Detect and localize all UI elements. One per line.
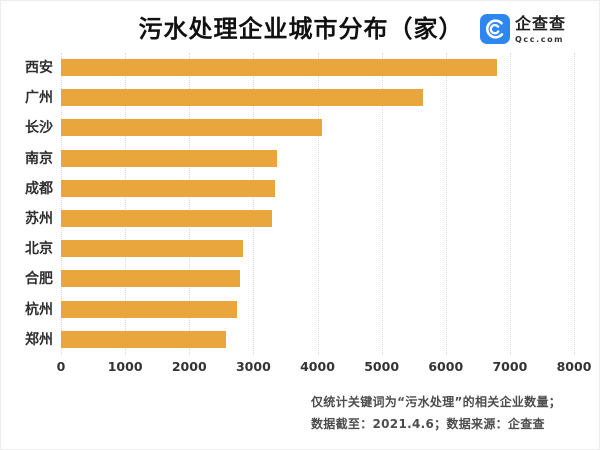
bar-row-郑州 — [61, 325, 574, 355]
bar-row-杭州 — [61, 295, 574, 325]
gridline-8000 — [574, 53, 575, 355]
bar-郑州 — [61, 330, 227, 348]
x-tick-label-8000: 8000 — [556, 359, 592, 374]
bar-合肥 — [61, 270, 240, 288]
y-axis-label-成都: 成都 — [25, 180, 53, 197]
qcc-logo: 企查查 Qcc.com — [480, 14, 566, 44]
x-tick-label-3000: 3000 — [235, 359, 271, 374]
bar-row-成都 — [61, 174, 574, 204]
bar-广州 — [61, 89, 424, 107]
y-axis-label-苏州: 苏州 — [25, 211, 53, 227]
bar-长沙 — [61, 119, 322, 137]
footer-note-line1: 仅统计关键词为“污水处理”的相关企业数量； — [311, 395, 562, 409]
footer-note: 仅统计关键词为“污水处理”的相关企业数量； 数据截至：2021.4.6；数据来源… — [311, 391, 561, 435]
x-tick-label-7000: 7000 — [492, 359, 528, 374]
bar-北京 — [61, 240, 244, 258]
bar-苏州 — [61, 210, 272, 227]
y-axis-label-广州: 广州 — [25, 90, 53, 107]
x-tick-label-4000: 4000 — [300, 359, 335, 374]
page-title: 污水处理企业城市分布（家） — [138, 15, 464, 43]
bar-row-合肥 — [61, 264, 574, 294]
gridline-3000 — [253, 53, 255, 355]
gridline-0 — [61, 53, 62, 355]
gridline-2000 — [189, 53, 191, 355]
qcc-logo-icon — [480, 14, 510, 44]
y-axis-label-杭州: 杭州 — [25, 301, 53, 318]
y-axis-label-郑州: 郑州 — [25, 331, 53, 348]
y-axis-label-西安: 西安 — [25, 60, 53, 76]
y-axis-label-合肥: 合肥 — [25, 271, 53, 288]
gridline-6000 — [445, 53, 447, 355]
bar-row-北京 — [61, 234, 574, 264]
bar-杭州 — [61, 300, 237, 318]
bar-row-苏州 — [61, 204, 574, 234]
gridline-5000 — [381, 53, 383, 355]
bar-row-长沙 — [61, 113, 574, 143]
gridline-4000 — [317, 53, 319, 355]
bar-chart-plot-area — [61, 53, 575, 355]
bar-南京 — [61, 149, 278, 167]
bar-row-广州 — [61, 83, 574, 113]
x-tick-label-6000: 6000 — [428, 359, 464, 374]
brand-domain: Qcc.com — [515, 35, 565, 44]
x-axis: 0 1000 2000 3000 4000 5000 6000 7000 8000 — [57, 359, 592, 377]
x-tick-label-5000: 5000 — [364, 359, 400, 374]
bar-成都 — [61, 179, 275, 197]
brand-name: 企查查 — [515, 14, 567, 33]
y-axis-label-长沙: 长沙 — [25, 120, 53, 137]
qcc-logo-text: 企查查 Qcc.com — [515, 14, 566, 44]
y-axis-label-南京: 南京 — [25, 150, 53, 167]
gridline-7000 — [509, 53, 511, 355]
bar-row-西安 — [61, 53, 574, 83]
y-axis-label-北京: 北京 — [25, 241, 53, 258]
bar-row-南京 — [61, 144, 574, 174]
footer-note-line2: 数据截至：2021.4.6；数据来源：企查查 — [311, 417, 545, 431]
x-tick-label-0: 0 — [56, 359, 66, 374]
gridline-1000 — [125, 53, 127, 355]
x-tick-label-1000: 1000 — [107, 359, 143, 374]
bar-西安 — [61, 59, 498, 76]
x-tick-label-2000: 2000 — [171, 359, 207, 374]
